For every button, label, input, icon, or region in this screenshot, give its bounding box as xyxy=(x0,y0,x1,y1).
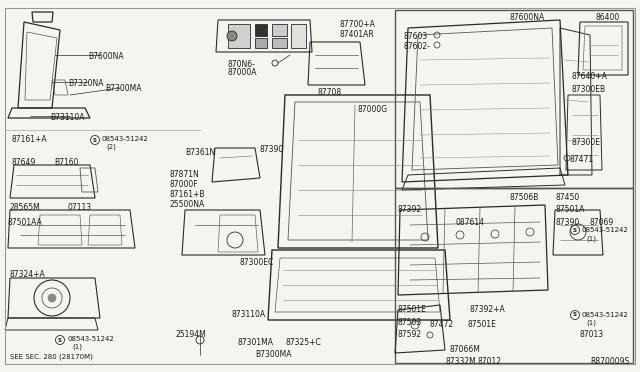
Circle shape xyxy=(48,294,56,302)
Text: 87000F: 87000F xyxy=(170,180,198,189)
Text: 087614: 087614 xyxy=(455,218,484,227)
Text: 08543-51242: 08543-51242 xyxy=(582,227,628,233)
Text: 87700+A: 87700+A xyxy=(340,20,376,29)
Text: 87600NA: 87600NA xyxy=(510,13,545,22)
Text: (1): (1) xyxy=(72,343,82,350)
Text: 87471: 87471 xyxy=(570,155,594,164)
Bar xyxy=(228,24,250,48)
Text: 08543-51242: 08543-51242 xyxy=(68,336,115,342)
Text: 08543-51242: 08543-51242 xyxy=(582,312,628,318)
Text: B7300MA: B7300MA xyxy=(255,350,291,359)
Text: B7600NA: B7600NA xyxy=(88,52,124,61)
Text: 87392: 87392 xyxy=(398,205,422,214)
Text: 87501AA: 87501AA xyxy=(8,218,43,227)
Text: 87301MA: 87301MA xyxy=(238,338,274,347)
Text: 87503: 87503 xyxy=(398,318,422,327)
Text: 87603: 87603 xyxy=(403,32,428,41)
Text: 25194M: 25194M xyxy=(175,330,205,339)
Text: 87325+C: 87325+C xyxy=(285,338,321,347)
Bar xyxy=(395,188,633,363)
Text: S: S xyxy=(58,337,62,343)
Text: 87066M: 87066M xyxy=(450,345,481,354)
Text: 873110A: 873110A xyxy=(232,310,266,319)
Text: R870009S: R870009S xyxy=(590,357,629,366)
Text: 87392+A: 87392+A xyxy=(470,305,506,314)
Text: S: S xyxy=(573,228,577,232)
Text: (1): (1) xyxy=(586,235,596,241)
Text: B7300MA: B7300MA xyxy=(105,84,141,93)
Bar xyxy=(291,24,306,48)
Text: 87390: 87390 xyxy=(555,218,579,227)
Text: 08543-51242: 08543-51242 xyxy=(102,136,148,142)
Bar xyxy=(272,38,287,48)
Text: B7361N: B7361N xyxy=(185,148,215,157)
Text: 87000A: 87000A xyxy=(228,68,257,77)
Text: S: S xyxy=(93,138,97,142)
Text: 870N6-: 870N6- xyxy=(228,60,256,69)
Text: 87324+A: 87324+A xyxy=(10,270,45,279)
Text: 25500NA: 25500NA xyxy=(170,200,205,209)
Text: 07113: 07113 xyxy=(68,203,92,212)
Text: 87390: 87390 xyxy=(260,145,284,154)
Text: S: S xyxy=(573,312,577,317)
Text: 87401AR: 87401AR xyxy=(340,30,375,39)
Text: 87013: 87013 xyxy=(580,330,604,339)
Text: 87602-: 87602- xyxy=(403,42,430,51)
Bar xyxy=(395,10,633,188)
Text: 87501E: 87501E xyxy=(468,320,497,329)
Text: 28565M: 28565M xyxy=(10,203,41,212)
Text: 87332M: 87332M xyxy=(445,357,476,366)
Text: 87161+B: 87161+B xyxy=(170,190,205,199)
Text: 87501A: 87501A xyxy=(555,205,584,214)
Text: 87708: 87708 xyxy=(318,88,342,97)
Text: B7320NA: B7320NA xyxy=(68,79,104,88)
Text: 86400: 86400 xyxy=(595,13,620,22)
Text: 87161+A: 87161+A xyxy=(12,135,47,144)
Text: 87592: 87592 xyxy=(398,330,422,339)
Text: 87450: 87450 xyxy=(555,193,579,202)
Text: (2): (2) xyxy=(106,143,116,150)
Text: 87012: 87012 xyxy=(478,357,502,366)
Text: 87472: 87472 xyxy=(430,320,454,329)
Bar xyxy=(255,24,267,36)
Text: 87300EB: 87300EB xyxy=(572,85,606,94)
Text: 87640+A: 87640+A xyxy=(572,72,608,81)
Text: 87501E: 87501E xyxy=(398,305,427,314)
Text: 87069: 87069 xyxy=(590,218,614,227)
Text: 87300E: 87300E xyxy=(572,138,601,147)
Bar xyxy=(255,38,267,48)
Text: 87871N: 87871N xyxy=(170,170,200,179)
Text: SEE SEC. 280 (28170M): SEE SEC. 280 (28170M) xyxy=(10,353,93,359)
Text: 87506B: 87506B xyxy=(510,193,540,202)
Text: 87300EC: 87300EC xyxy=(240,258,275,267)
Bar xyxy=(272,24,287,36)
Text: B73110A: B73110A xyxy=(50,113,84,122)
Circle shape xyxy=(227,31,237,41)
Text: 87649: 87649 xyxy=(12,158,36,167)
Text: (1): (1) xyxy=(586,320,596,327)
Text: 87000G: 87000G xyxy=(358,105,388,114)
Text: B7160: B7160 xyxy=(54,158,79,167)
